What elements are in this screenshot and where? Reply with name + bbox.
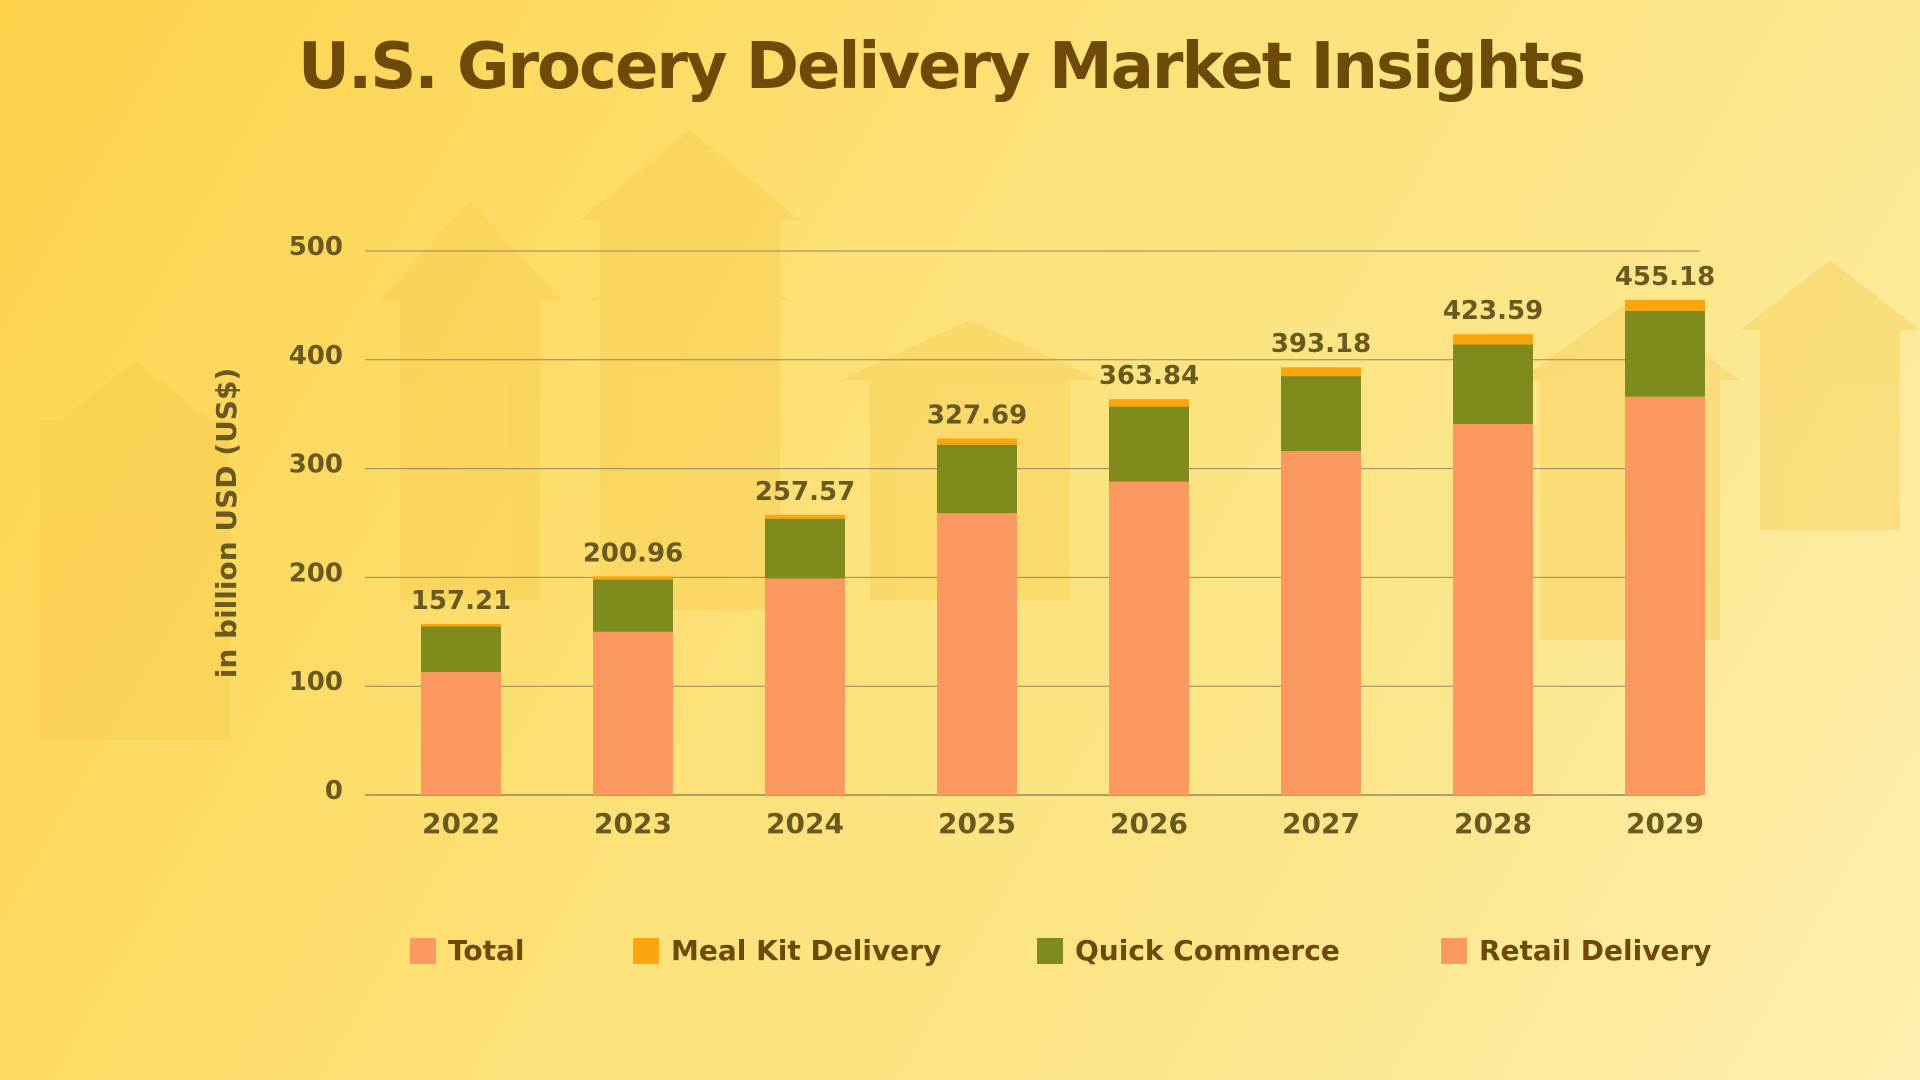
legend-swatch-retail bbox=[1441, 937, 1467, 964]
gridlines bbox=[365, 250, 1700, 796]
page-title: U.S. Grocery Delivery Market Insights bbox=[297, 30, 1586, 104]
total-data-label: 423.59 bbox=[1443, 296, 1543, 326]
legend-item-retail: Retail Delivery bbox=[1441, 934, 1712, 967]
x-tick-label: 2029 bbox=[1626, 807, 1704, 840]
y-tick-label: 200 bbox=[289, 558, 343, 588]
legend-swatch-quick-commerce bbox=[1037, 937, 1063, 964]
legend-item-meal-kit: Meal Kit Delivery bbox=[633, 934, 941, 967]
x-tick-label: 2026 bbox=[1110, 807, 1188, 840]
bar-segment-quick-commerce bbox=[1281, 376, 1361, 452]
legend-label: Meal Kit Delivery bbox=[671, 934, 942, 967]
legend-label: Total bbox=[448, 934, 525, 967]
y-tick-label: 400 bbox=[289, 341, 343, 371]
legend-item-quick-commerce: Quick Commerce bbox=[1037, 934, 1340, 967]
legend-swatch-total bbox=[410, 937, 436, 964]
x-axis-ticks: 2022 2023 2024 2025 2026 2027 2028 2029 bbox=[422, 807, 1704, 840]
legend: Total Meal Kit Delivery Quick Commerce R… bbox=[0, 934, 1920, 974]
x-tick-label: 2024 bbox=[766, 807, 844, 840]
total-data-label: 157.21 bbox=[411, 586, 511, 616]
bar-segment-retail bbox=[421, 672, 501, 795]
y-axis-label: in billion USD (US$) bbox=[210, 368, 243, 679]
bar-segment-meal-kit bbox=[937, 438, 1017, 445]
x-tick-label: 2027 bbox=[1282, 807, 1360, 840]
bar-segment-quick-commerce bbox=[421, 626, 501, 673]
total-data-label: 327.69 bbox=[927, 400, 1027, 430]
bar-segment-meal-kit bbox=[1453, 334, 1533, 345]
bar-segment-meal-kit bbox=[421, 623, 501, 627]
x-tick-label: 2022 bbox=[422, 807, 500, 840]
bar-segment-retail bbox=[765, 578, 845, 795]
legend-item-total: Total bbox=[410, 934, 525, 967]
total-data-label: 200.96 bbox=[583, 538, 683, 568]
total-data-label: 393.18 bbox=[1271, 329, 1371, 359]
bar-segment-retail bbox=[937, 513, 1017, 795]
bar-segment-meal-kit bbox=[765, 514, 845, 519]
legend-label: Quick Commerce bbox=[1075, 934, 1340, 967]
total-data-label: 257.57 bbox=[755, 477, 855, 507]
bar-segment-quick-commerce bbox=[593, 579, 673, 632]
bar-segment-meal-kit bbox=[593, 576, 673, 580]
bar-segment-meal-kit bbox=[1625, 299, 1705, 311]
legend-label: Retail Delivery bbox=[1479, 934, 1712, 967]
x-tick-label: 2028 bbox=[1454, 807, 1532, 840]
total-data-label: 455.18 bbox=[1615, 262, 1715, 292]
bar-segment-quick-commerce bbox=[765, 518, 845, 579]
y-tick-label: 100 bbox=[289, 667, 343, 697]
bar-segment-quick-commerce bbox=[937, 444, 1017, 514]
y-tick-label: 0 bbox=[325, 776, 343, 806]
bar-segment-meal-kit bbox=[1109, 399, 1189, 407]
total-labels: 157.21 200.96 257.57 327.69 363.84 393.18 423.… bbox=[411, 262, 1715, 616]
y-tick-label: 300 bbox=[289, 450, 343, 480]
bar-segment-quick-commerce bbox=[1625, 310, 1705, 397]
bar-segment-quick-commerce bbox=[1453, 344, 1533, 424]
bar-segment-retail bbox=[1453, 423, 1533, 795]
x-tick-label: 2025 bbox=[938, 807, 1016, 840]
bar-segment-meal-kit bbox=[1281, 367, 1361, 377]
bar-segment-retail bbox=[1281, 451, 1361, 795]
bar-segment-quick-commerce bbox=[1109, 406, 1189, 482]
bar-segment-retail bbox=[593, 631, 673, 795]
legend-swatch-meal-kit bbox=[633, 937, 659, 964]
bars bbox=[421, 299, 1705, 795]
y-tick-label: 500 bbox=[289, 232, 343, 262]
bar-segment-retail bbox=[1625, 396, 1705, 795]
total-data-label: 363.84 bbox=[1099, 361, 1199, 391]
bar-segment-retail bbox=[1109, 481, 1189, 795]
y-axis-ticks: 0 100 200 300 400 500 bbox=[289, 232, 343, 806]
x-tick-label: 2023 bbox=[594, 807, 672, 840]
